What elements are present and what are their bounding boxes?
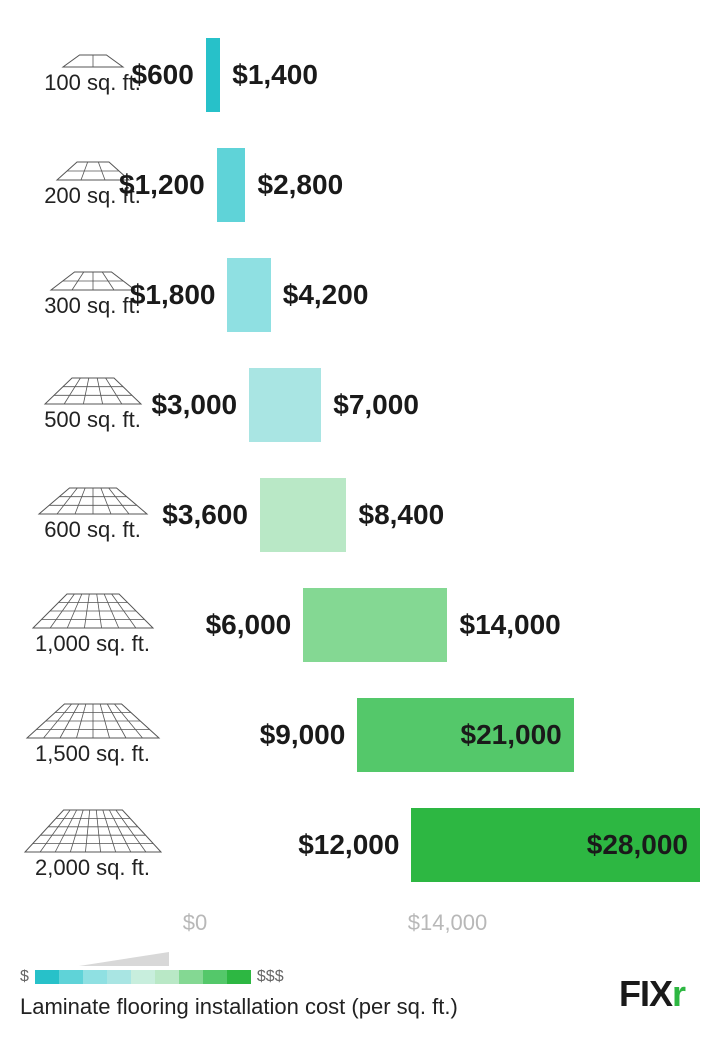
chart-row: 600 sq. ft.$3,600$8,400 bbox=[0, 460, 700, 570]
floor-tile-icon bbox=[23, 809, 163, 853]
gradient-low-label: $ bbox=[20, 968, 29, 986]
high-value: $2,800 bbox=[258, 169, 344, 201]
bar-column: $6,000 $14,000 bbox=[195, 570, 700, 680]
axis-tick: $0 bbox=[183, 910, 207, 936]
range-bar bbox=[303, 588, 447, 662]
bar-column: $1,200$2,800 bbox=[195, 130, 700, 240]
floor-tile-icon bbox=[37, 487, 149, 515]
high-value: $1,400 bbox=[232, 59, 318, 91]
swatch bbox=[59, 970, 83, 984]
high-value: $4,200 bbox=[283, 279, 369, 311]
logo-accent: r bbox=[672, 973, 685, 1014]
swatch bbox=[83, 970, 107, 984]
swatch bbox=[35, 970, 59, 984]
row-label: 2,000 sq. ft. bbox=[0, 809, 195, 881]
high-value: $7,000 bbox=[333, 389, 419, 421]
swatch bbox=[107, 970, 131, 984]
swatch bbox=[131, 970, 155, 984]
sqft-label: 1,500 sq. ft. bbox=[0, 741, 185, 767]
low-value: $1,200 bbox=[119, 169, 205, 201]
chart-row: 100 sq. ft.$600$1,400 bbox=[0, 20, 700, 130]
floor-tile-icon bbox=[43, 377, 143, 405]
chart-title: Laminate flooring installation cost (per… bbox=[20, 994, 690, 1020]
chart-row: 2,000 sq. ft. $12,000 $28,000 bbox=[0, 790, 700, 900]
low-value: $600 bbox=[132, 59, 194, 91]
high-value: $8,400 bbox=[359, 499, 445, 531]
logo-main: FIX bbox=[619, 973, 672, 1014]
gradient-wedge-icon bbox=[79, 952, 169, 966]
floor-tile-icon bbox=[61, 54, 125, 68]
bar-column: $3,600$8,400 bbox=[195, 460, 700, 570]
range-bar bbox=[227, 258, 270, 332]
range-bar bbox=[249, 368, 321, 442]
legend: $ $$$ Laminate flooring installation cos… bbox=[20, 968, 690, 1020]
bar-column: $600$1,400 bbox=[195, 20, 700, 130]
high-value: $21,000 bbox=[461, 719, 562, 751]
cost-range-chart: 100 sq. ft.$600$1,400200 sq. ft.$1,200$2… bbox=[0, 20, 700, 910]
bar-column: $12,000 $28,000 bbox=[195, 790, 700, 900]
row-label: 1,500 sq. ft. bbox=[0, 703, 195, 767]
sqft-label: 600 sq. ft. bbox=[0, 517, 185, 543]
chart-row: 500 sq. ft.$3,000$7,000 bbox=[0, 350, 700, 460]
swatch bbox=[227, 970, 251, 984]
chart-row: 200 sq. ft.$1,200$2,800 bbox=[0, 130, 700, 240]
low-value: $3,000 bbox=[151, 389, 237, 421]
floor-tile-icon bbox=[25, 703, 161, 739]
chart-row: 1,000 sq. ft. $6,000 $14,000 bbox=[0, 570, 700, 680]
range-bar bbox=[206, 38, 220, 112]
chart-row: 300 sq. ft.$1,800$4,200 bbox=[0, 240, 700, 350]
gradient-high-label: $$$ bbox=[257, 968, 284, 986]
low-value: $3,600 bbox=[162, 499, 248, 531]
low-value: $6,000 bbox=[206, 609, 292, 641]
floor-tile-icon bbox=[49, 271, 137, 291]
axis-tick: $14,000 bbox=[408, 910, 488, 936]
cost-gradient-legend: $ $$$ bbox=[20, 968, 690, 986]
gradient-swatches bbox=[35, 970, 251, 984]
high-value: $14,000 bbox=[460, 609, 561, 641]
sqft-label: 1,000 sq. ft. bbox=[0, 631, 185, 657]
swatch bbox=[155, 970, 179, 984]
bar-column: $9,000 $21,000 bbox=[195, 680, 700, 790]
swatch bbox=[179, 970, 203, 984]
fixr-logo: FIXr bbox=[619, 973, 685, 1015]
low-value: $9,000 bbox=[260, 719, 346, 751]
low-value: $1,800 bbox=[130, 279, 216, 311]
range-bar bbox=[260, 478, 347, 552]
row-label: 1,000 sq. ft. bbox=[0, 593, 195, 657]
floor-tile-icon bbox=[31, 593, 155, 629]
low-value: $12,000 bbox=[298, 829, 399, 861]
range-bar bbox=[217, 148, 246, 222]
chart-row: 1,500 sq. ft. $9,000 $21,000 bbox=[0, 680, 700, 790]
bar-column: $1,800$4,200 bbox=[195, 240, 700, 350]
x-axis: $0$14,000 bbox=[195, 910, 700, 940]
sqft-label: 2,000 sq. ft. bbox=[0, 855, 185, 881]
swatch bbox=[203, 970, 227, 984]
high-value: $28,000 bbox=[587, 829, 688, 861]
bar-column: $3,000$7,000 bbox=[195, 350, 700, 460]
